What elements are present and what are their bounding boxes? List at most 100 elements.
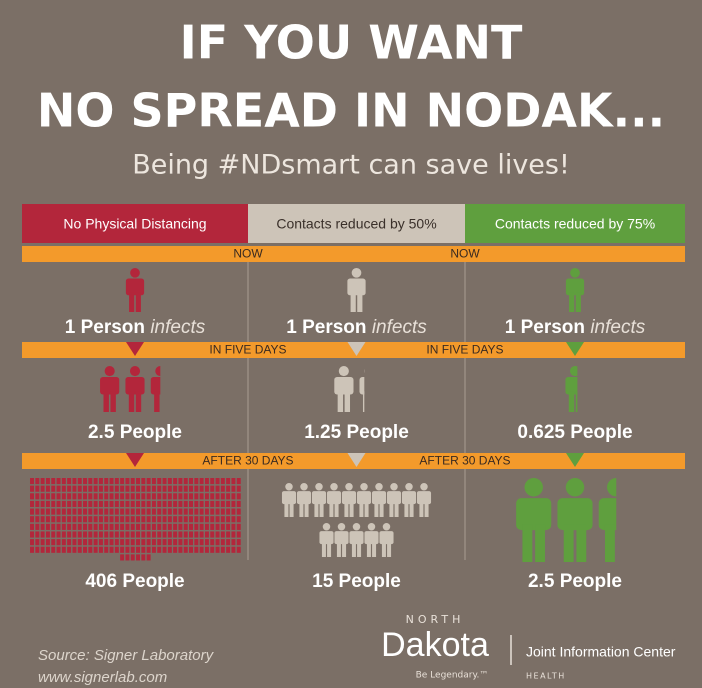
person-icon-small <box>178 485 183 492</box>
person-icon-small <box>67 539 72 546</box>
icon-body <box>565 278 585 296</box>
person-icon-small <box>56 508 61 515</box>
person-icon-small <box>130 508 135 515</box>
person-icon-small <box>30 485 35 492</box>
person-icon-small <box>61 485 66 492</box>
person-icon-small <box>98 539 103 546</box>
person-icon-small <box>30 546 35 553</box>
person-icon-small <box>215 485 220 492</box>
person-icon-small <box>141 485 146 492</box>
person-icon-small <box>215 546 220 553</box>
person-icon-small <box>199 493 204 500</box>
person-icon-small <box>51 516 56 523</box>
person-icon-small <box>98 500 103 508</box>
subtitle: Being #NDsmart can save lives! <box>132 150 570 181</box>
icon-head <box>524 478 543 497</box>
person-icon-small <box>109 500 114 508</box>
person-icon-small <box>162 539 167 546</box>
person-icon-small <box>183 500 188 508</box>
person-icon-small <box>77 500 82 508</box>
person-icon-small <box>130 478 135 485</box>
person-icon-small <box>215 539 220 546</box>
person-icon-small <box>157 500 162 508</box>
person-icon-small <box>83 539 88 546</box>
icon-head <box>570 268 580 278</box>
stage-pointer <box>126 342 144 356</box>
icon-leg <box>568 391 575 412</box>
person-icon-small <box>151 523 156 530</box>
person-icon-small <box>88 531 93 538</box>
person-icon-small <box>189 546 194 553</box>
count-unit: Person <box>521 317 585 338</box>
stage-pointer <box>566 453 584 467</box>
person-icon-small <box>157 478 162 485</box>
person-icon-small <box>210 500 215 508</box>
person-icon-small <box>45 546 50 553</box>
person-icon-small <box>220 546 225 553</box>
person-icon-small <box>88 508 93 515</box>
stage-pointer <box>566 342 584 356</box>
person-icon-small <box>109 508 114 515</box>
person-icon-small <box>141 523 146 530</box>
person-icon-small <box>114 493 119 500</box>
person-icon-small <box>183 516 188 523</box>
icon-head <box>104 366 115 377</box>
count-label: 2.5 People <box>528 571 622 592</box>
icon-body <box>125 278 145 296</box>
person-icon-small <box>104 531 109 538</box>
person-icon-small <box>183 539 188 546</box>
person-icon <box>281 483 297 517</box>
person-icon-small <box>93 531 98 538</box>
person-icon-small <box>67 523 72 530</box>
person-icon <box>125 366 145 412</box>
icon-body <box>557 498 593 531</box>
person-icon-small <box>178 508 183 515</box>
person-icon-small <box>72 523 77 530</box>
person-icon-small <box>83 523 88 530</box>
person-icon-small <box>61 478 66 485</box>
person-icon-small <box>130 485 135 492</box>
person-icon-small <box>199 546 204 553</box>
stage-pointer <box>347 342 366 356</box>
person-icon-small <box>199 523 204 530</box>
person-icon-small <box>61 531 66 538</box>
person-icon-small <box>88 523 93 530</box>
icon-leg <box>424 501 429 517</box>
person-icon-small <box>189 508 194 515</box>
person-icon-small <box>93 539 98 546</box>
person-icon-small <box>72 546 77 553</box>
icon-body <box>401 491 417 505</box>
person-icon-small <box>231 508 236 515</box>
icon-body <box>386 491 402 505</box>
person-icon-small <box>204 546 209 553</box>
person-icon-small <box>125 531 130 538</box>
person-icon-small <box>56 546 61 553</box>
person-icon-small <box>204 485 209 492</box>
icon-group <box>281 483 432 557</box>
stage-label: NOW <box>233 247 263 261</box>
person-icon <box>359 369 365 412</box>
person-icon-small <box>162 516 167 523</box>
person-icon-small <box>40 508 45 515</box>
person-icon-small <box>194 531 199 538</box>
person-icon-small <box>45 531 50 538</box>
person-icon-small <box>199 485 204 492</box>
person-icon-small <box>210 516 215 523</box>
person-icon-small <box>98 485 103 492</box>
person-icon-small <box>136 546 141 553</box>
count-value: 1.25 <box>304 422 341 443</box>
icon-body <box>371 491 387 505</box>
icon-head <box>285 483 293 491</box>
icon-leg <box>357 292 363 312</box>
person-icon-small <box>35 516 40 523</box>
stage-pointer <box>126 453 144 467</box>
person-icon-small <box>136 539 141 546</box>
person-icon <box>416 483 432 517</box>
count-label: 2.5 People <box>88 422 182 443</box>
count-verb: infects <box>150 317 205 338</box>
person-icon-small <box>210 523 215 530</box>
icon-group <box>334 366 365 412</box>
person-icon-small <box>167 539 172 546</box>
person-icon-small <box>61 539 66 546</box>
icon-head <box>345 483 353 491</box>
